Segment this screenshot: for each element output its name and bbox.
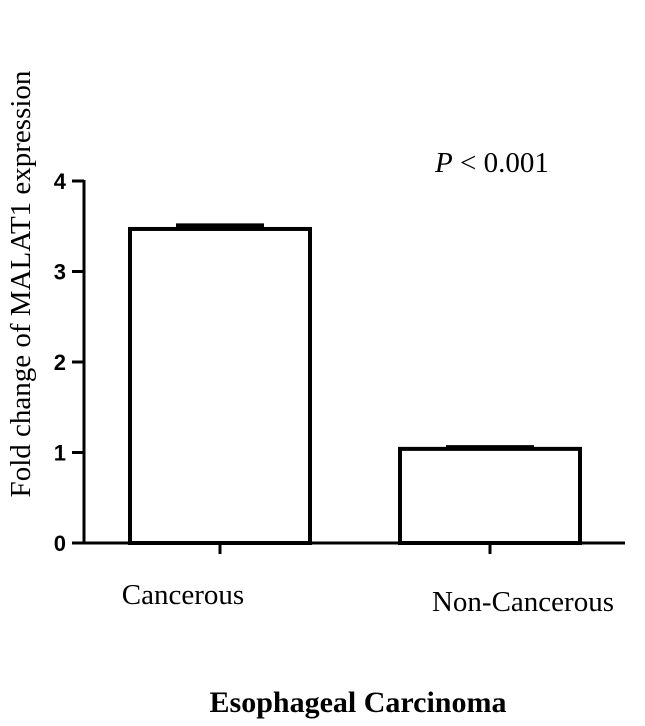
- y-tick-label: 3: [54, 260, 66, 285]
- x-axis-label: Esophageal Carcinoma: [210, 686, 507, 719]
- y-axis-label: Fold change of MALAT1 expression: [5, 70, 37, 497]
- y-tick-label: 4: [54, 169, 67, 194]
- x-category-label: Non-Cancerous: [432, 586, 614, 618]
- y-tick-label: 2: [54, 350, 66, 375]
- bar: [128, 226, 312, 545]
- p-value-annotation: P < 0.001: [434, 147, 549, 179]
- p-value-symbol: P: [434, 147, 453, 179]
- p-value-text: < 0.001: [453, 147, 549, 179]
- x-category-labels: Cancerous Non-Cancerous: [122, 543, 614, 618]
- y-tick-label: 1: [54, 441, 66, 466]
- y-ticks: 0 1 2 3 4: [54, 169, 84, 556]
- bar: [398, 446, 582, 546]
- y-tick-label: 0: [54, 531, 66, 556]
- bars: [128, 223, 582, 546]
- x-category-label: Cancerous: [122, 579, 244, 611]
